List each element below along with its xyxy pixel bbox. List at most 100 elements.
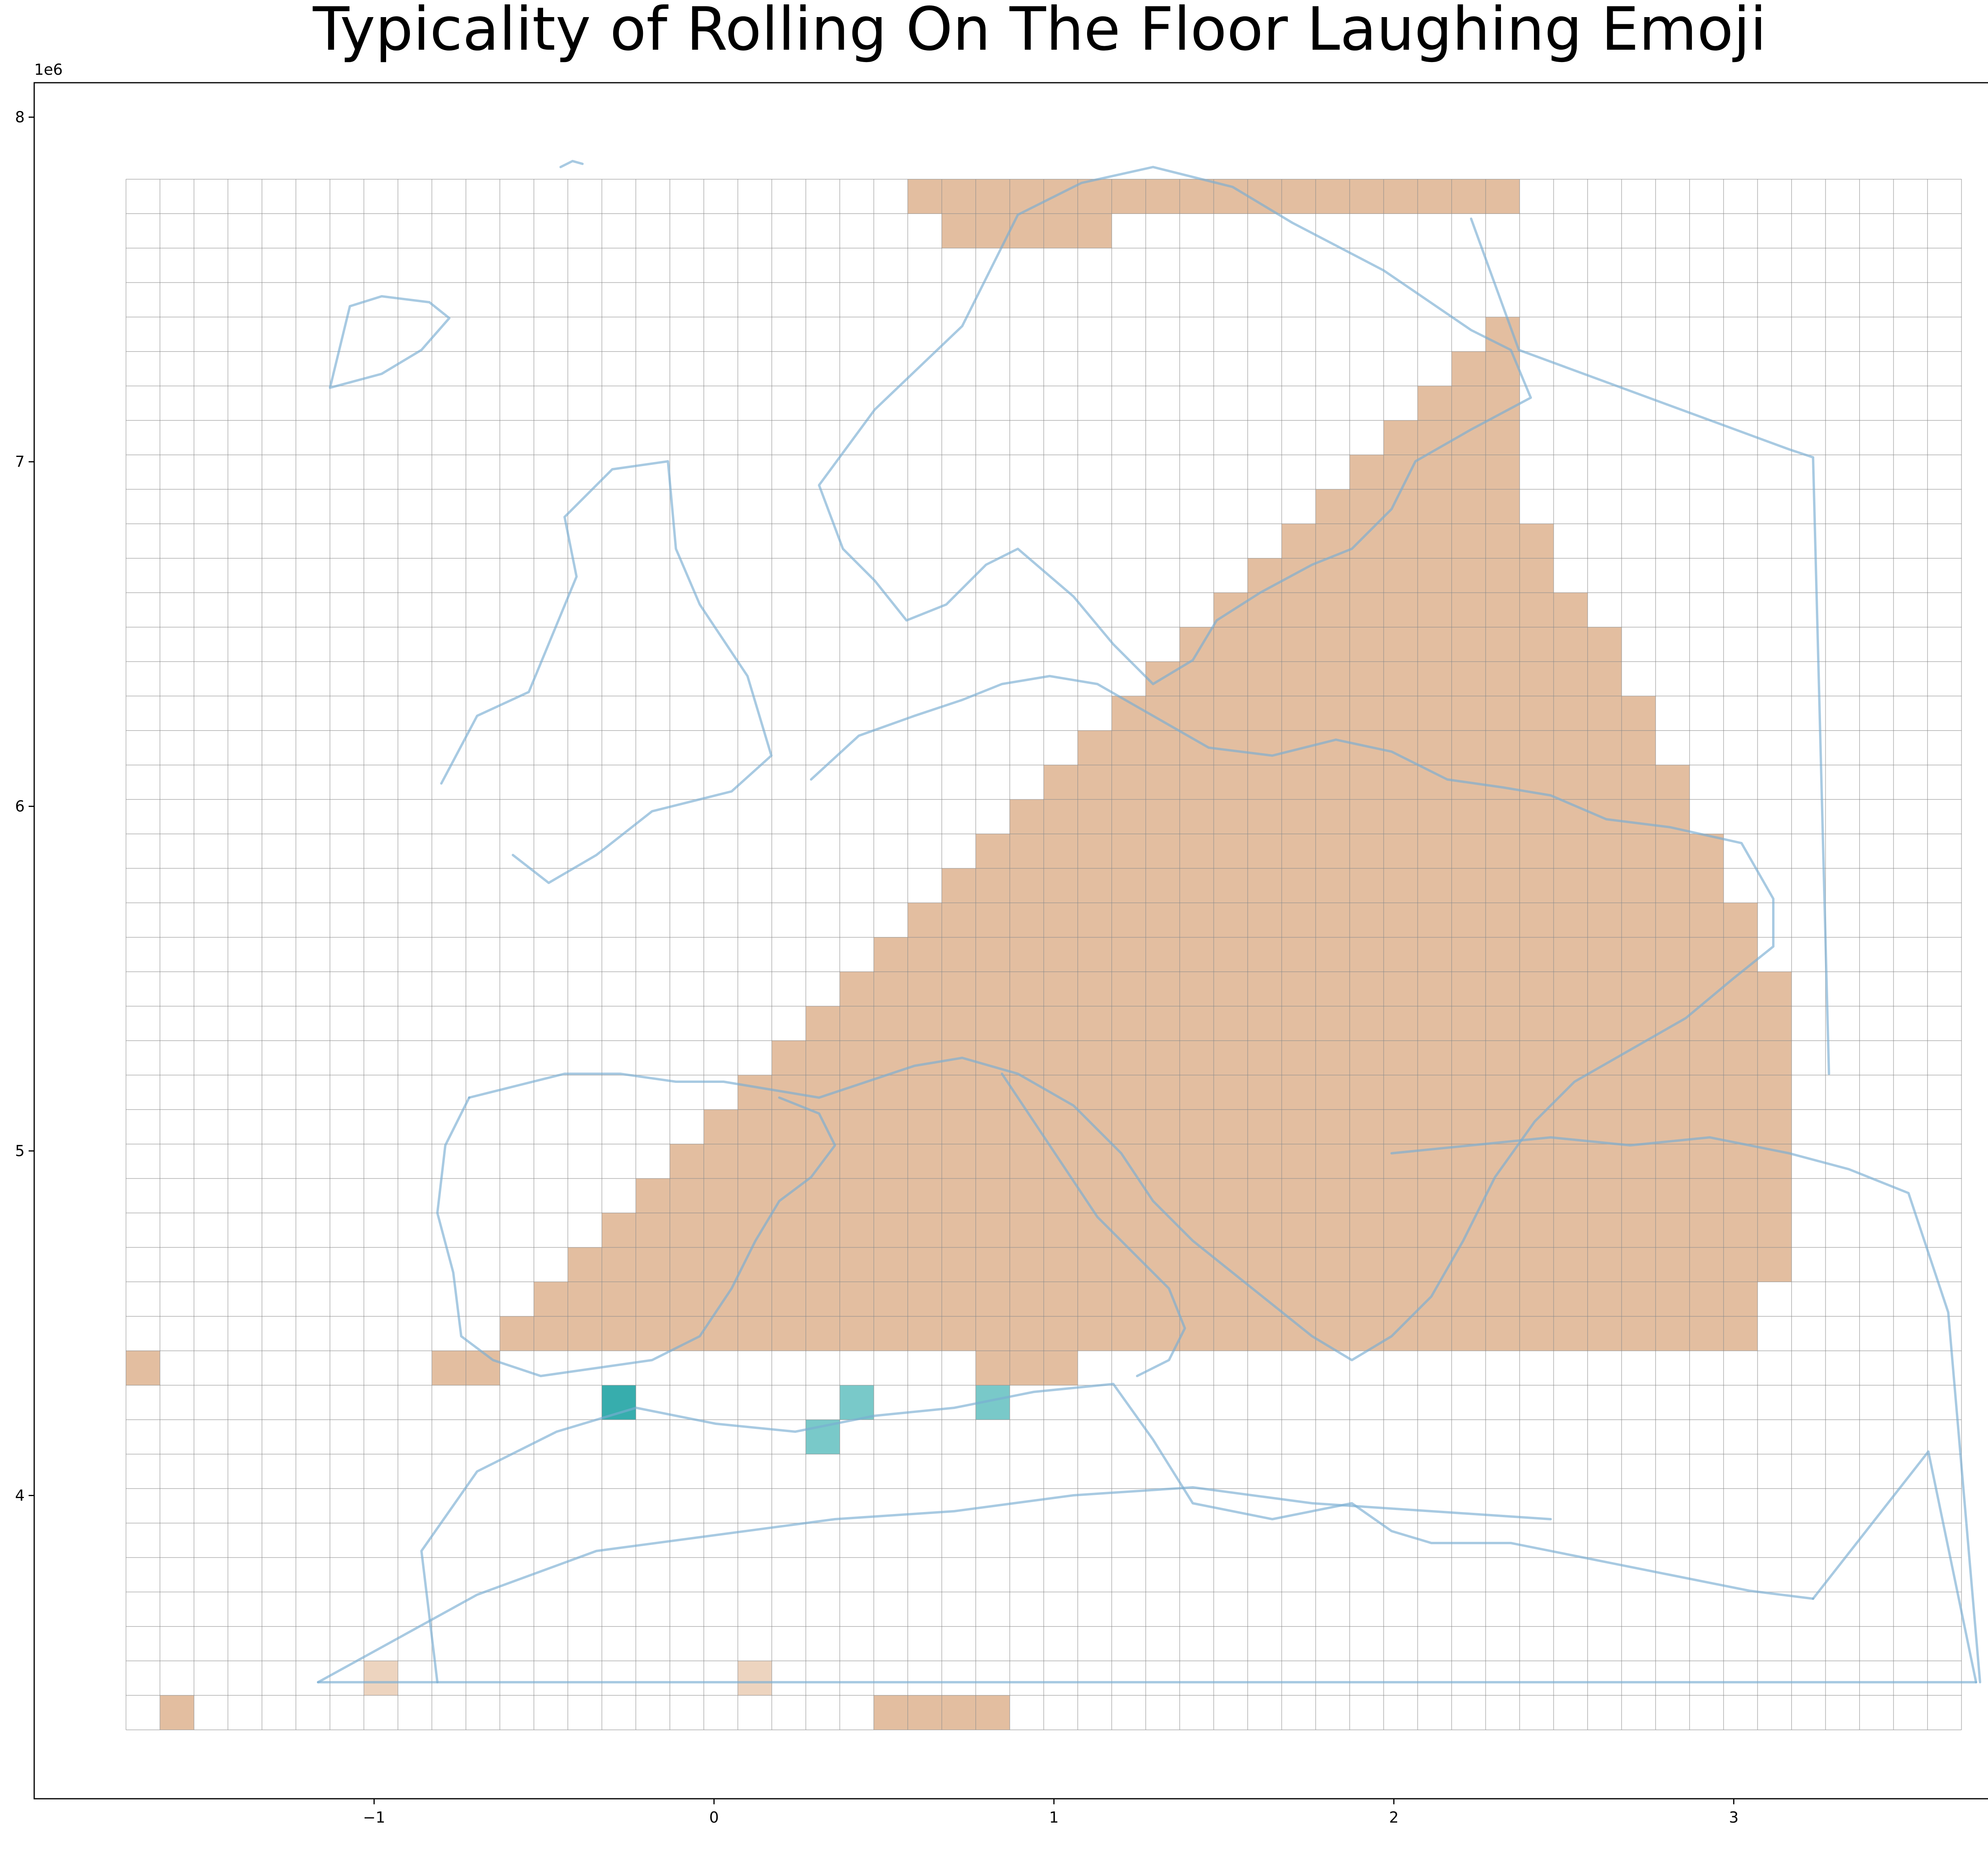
typicality-cell [840,1282,874,1316]
typicality-cell [670,1247,704,1282]
typicality-cell [1655,1075,1690,1110]
typicality-cell [738,1110,772,1144]
typicality-cell [1587,1110,1622,1144]
typicality-cell [1655,1282,1690,1316]
typicality-cell [738,1661,772,1696]
typicality-cell [1519,868,1554,903]
typicality-cell [1417,661,1452,696]
typicality-cell [840,1178,874,1213]
typicality-cell [976,1282,1010,1316]
typicality-cell [1145,937,1180,972]
typicality-cell [1112,765,1146,800]
typicality-cell [1384,661,1418,696]
typicality-cell [1010,937,1044,972]
typicality-cell [1213,1178,1248,1213]
typicality-cell [1451,696,1486,731]
typicality-cell [1145,868,1180,903]
typicality-cell [1417,937,1452,972]
typicality-cell [1689,903,1724,937]
typicality-cell [1384,1144,1418,1179]
typicality-cell [1145,834,1180,869]
typicality-cell [1248,799,1282,834]
typicality-cell [1180,1178,1214,1213]
typicality-cell [1384,1040,1418,1075]
typicality-cell [1519,661,1554,696]
x-tick-label: −1 [363,1809,385,1826]
typicality-cell [126,1351,160,1386]
typicality-cell [1485,1316,1520,1351]
typicality-cell [1621,696,1656,731]
typicality-cell [1316,558,1350,593]
typicality-cell [1621,972,1656,1007]
typicality-cell [1044,903,1078,937]
typicality-cell [1145,696,1180,731]
typicality-cell [1316,1006,1350,1041]
typicality-cell [160,1695,194,1730]
typicality-cell [908,1006,942,1041]
typicality-cell [1519,799,1554,834]
typicality-cell [1349,903,1384,937]
typicality-cell [1384,799,1418,834]
typicality-cell [1281,903,1316,937]
typicality-cell [1145,1110,1180,1144]
typicality-cell [1587,661,1622,696]
typicality-cell [1621,1316,1656,1351]
typicality-cell [1485,1213,1520,1248]
typicality-cell [1587,1144,1622,1179]
typicality-cell [1010,1144,1044,1179]
typicality-cell [1757,1075,1792,1110]
typicality-cell [1689,1247,1724,1282]
typicality-cell [1180,834,1214,869]
typicality-cell [1485,1247,1520,1282]
typicality-cell [1757,1178,1792,1213]
typicality-cell [942,1695,976,1730]
typicality-cell [1316,1316,1350,1351]
grid-lines [126,179,1962,1730]
typicality-cell [1316,972,1350,1007]
typicality-cell [704,1144,738,1179]
typicality-cell [942,1316,976,1351]
typicality-cell [1553,1040,1588,1075]
typicality-cell [1384,420,1418,455]
typicality-cell [602,1316,636,1351]
typicality-cell [1384,627,1418,662]
typicality-cell [908,1316,942,1351]
typicality-cell [1384,489,1418,524]
typicality-cell [772,1213,806,1248]
typicality-cell [1587,1213,1622,1248]
typicality-cell [1281,1213,1316,1248]
typicality-cell [1621,1178,1656,1213]
typicality-cell [1180,799,1214,834]
typicality-cell [1384,455,1418,490]
typicality-cell [1553,730,1588,765]
typicality-cell [976,1006,1010,1041]
typicality-cell [1349,1075,1384,1110]
typicality-cell [942,972,976,1007]
typicality-cell [1316,765,1350,800]
typicality-cell [1316,1213,1350,1248]
typicality-cell [874,1282,908,1316]
typicality-cell [806,1110,840,1144]
typicality-cell [1655,937,1690,972]
typicality-cell [1485,558,1520,593]
typicality-cell [1316,1075,1350,1110]
typicality-cell [840,1385,874,1420]
typicality-cell [806,1213,840,1248]
typicality-cell [1180,765,1214,800]
typicality-cell [1723,937,1758,972]
typicality-cell [1349,765,1384,800]
typicality-cell [1180,696,1214,731]
typicality-cell [1213,937,1248,972]
typicality-cell [1384,834,1418,869]
typicality-cell [1587,1282,1622,1316]
typicality-cell [1553,1213,1588,1248]
typicality-cell [1112,972,1146,1007]
typicality-cell [602,1282,636,1316]
typicality-cell [1180,972,1214,1007]
typicality-cell [1655,1110,1690,1144]
typicality-cell [1723,1316,1758,1351]
typicality-cell [1349,455,1384,490]
typicality-cell [976,1213,1010,1248]
typicality-cell [1485,765,1520,800]
typicality-cell [976,1316,1010,1351]
